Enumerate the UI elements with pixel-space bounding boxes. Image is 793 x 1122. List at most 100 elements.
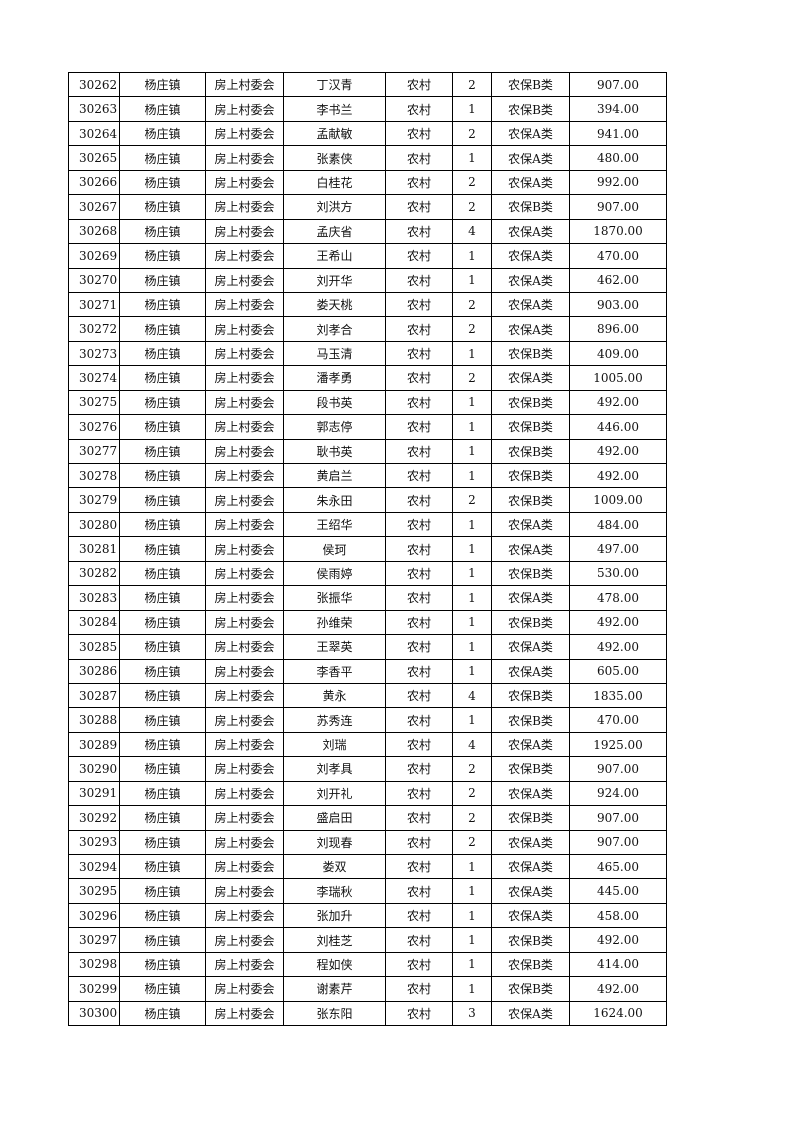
town-cell: 杨庄镇 — [119, 682, 206, 709]
record-id-cell: 30266 — [68, 169, 120, 196]
village-committee-cell: 房上村委会 — [205, 560, 284, 587]
insurance-category-cell: 农保B类 — [491, 96, 570, 122]
insurance-category-cell: 农保B类 — [491, 462, 570, 489]
insurance-category-cell: 农保B类 — [491, 389, 570, 416]
amount-cell: 465.00 — [569, 853, 667, 880]
record-id-cell: 30264 — [68, 120, 120, 147]
village-committee-cell: 房上村委会 — [205, 365, 284, 391]
town-cell: 杨庄镇 — [119, 731, 206, 758]
area-type-cell: 农村 — [385, 291, 453, 318]
household-size-cell: 1 — [452, 902, 492, 929]
table-row: 30292 杨庄镇 房上村委会 盛启田 农村 2 农保B类 907.00 — [68, 805, 667, 831]
village-committee-cell: 房上村委会 — [205, 169, 284, 196]
insurance-category-cell: 农保B类 — [491, 71, 570, 98]
insurance-category-cell: 农保A类 — [491, 829, 570, 856]
area-type-cell: 农村 — [385, 902, 453, 929]
household-size-cell: 1 — [452, 438, 492, 465]
village-committee-cell: 房上村委会 — [205, 658, 284, 684]
table-row: 30278 杨庄镇 房上村委会 黄启兰 农村 1 农保B类 492.00 — [68, 462, 667, 489]
person-name-cell: 刘开礼 — [283, 780, 386, 807]
person-name-cell: 李书兰 — [283, 96, 386, 122]
table-row: 30296 杨庄镇 房上村委会 张加升 农村 1 农保A类 458.00 — [68, 902, 667, 929]
village-committee-cell: 房上村委会 — [205, 731, 284, 758]
household-size-cell: 1 — [452, 951, 492, 978]
village-committee-cell: 房上村委会 — [205, 805, 284, 831]
town-cell: 杨庄镇 — [119, 340, 206, 367]
table-row: 30275 杨庄镇 房上村委会 段书英 农村 1 农保B类 492.00 — [68, 389, 667, 416]
insurance-category-cell: 农保A类 — [491, 120, 570, 147]
area-type-cell: 农村 — [385, 243, 453, 269]
household-size-cell: 2 — [452, 756, 492, 782]
amount-cell: 903.00 — [569, 291, 667, 318]
insurance-category-cell: 农保A类 — [491, 780, 570, 807]
record-id-cell: 30289 — [68, 731, 120, 758]
area-type-cell: 农村 — [385, 609, 453, 636]
person-name-cell: 娄天桃 — [283, 291, 386, 318]
area-type-cell: 农村 — [385, 438, 453, 465]
record-id-cell: 30275 — [68, 389, 120, 416]
area-type-cell: 农村 — [385, 634, 453, 660]
household-size-cell: 1 — [452, 243, 492, 269]
table-row: 30280 杨庄镇 房上村委会 王绍华 农村 1 农保A类 484.00 — [68, 511, 667, 538]
insurance-category-cell: 农保B类 — [491, 560, 570, 587]
person-name-cell: 刘孝具 — [283, 756, 386, 782]
village-committee-cell: 房上村委会 — [205, 780, 284, 807]
village-committee-cell: 房上村委会 — [205, 438, 284, 465]
village-committee-cell: 房上村委会 — [205, 291, 284, 318]
household-size-cell: 2 — [452, 194, 492, 220]
household-size-cell: 2 — [452, 365, 492, 391]
table-row: 30271 杨庄镇 房上村委会 娄天桃 农村 2 农保A类 903.00 — [68, 291, 667, 318]
household-size-cell: 1 — [452, 634, 492, 660]
household-size-cell: 1 — [452, 853, 492, 880]
amount-cell: 409.00 — [569, 340, 667, 367]
table-row: 30267 杨庄镇 房上村委会 刘洪方 农村 2 农保B类 907.00 — [68, 194, 667, 220]
record-id-cell: 30295 — [68, 878, 120, 904]
insurance-category-cell: 农保B类 — [491, 756, 570, 782]
record-id-cell: 30292 — [68, 805, 120, 831]
table-row: 30289 杨庄镇 房上村委会 刘瑞 农村 4 农保A类 1925.00 — [68, 731, 667, 758]
household-size-cell: 3 — [452, 1000, 492, 1027]
insurance-category-cell: 农保B类 — [491, 194, 570, 220]
town-cell: 杨庄镇 — [119, 976, 206, 1002]
village-committee-cell: 房上村委会 — [205, 536, 284, 562]
amount-cell: 492.00 — [569, 609, 667, 636]
area-type-cell: 农村 — [385, 585, 453, 611]
record-id-cell: 30276 — [68, 414, 120, 440]
person-name-cell: 李瑞秋 — [283, 878, 386, 904]
amount-cell: 445.00 — [569, 878, 667, 904]
village-committee-cell: 房上村委会 — [205, 120, 284, 147]
town-cell: 杨庄镇 — [119, 243, 206, 269]
insurance-category-cell: 农保A类 — [491, 145, 570, 171]
household-size-cell: 2 — [452, 780, 492, 807]
area-type-cell: 农村 — [385, 414, 453, 440]
town-cell: 杨庄镇 — [119, 878, 206, 904]
town-cell: 杨庄镇 — [119, 316, 206, 342]
record-id-cell: 30283 — [68, 585, 120, 611]
person-name-cell: 刘开华 — [283, 267, 386, 293]
insurance-category-cell: 农保B类 — [491, 927, 570, 953]
record-id-cell: 30272 — [68, 316, 120, 342]
town-cell: 杨庄镇 — [119, 365, 206, 391]
person-name-cell: 段书英 — [283, 389, 386, 416]
person-name-cell: 程如侠 — [283, 951, 386, 978]
record-id-cell: 30262 — [68, 71, 120, 98]
table-row: 30283 杨庄镇 房上村委会 张振华 农村 1 农保A类 478.00 — [68, 585, 667, 611]
record-id-cell: 30269 — [68, 243, 120, 269]
table-row: 30287 杨庄镇 房上村委会 黄永 农村 4 农保B类 1835.00 — [68, 682, 667, 709]
town-cell: 杨庄镇 — [119, 487, 206, 513]
amount-cell: 924.00 — [569, 780, 667, 807]
household-size-cell: 2 — [452, 805, 492, 831]
village-committee-cell: 房上村委会 — [205, 511, 284, 538]
town-cell: 杨庄镇 — [119, 1000, 206, 1027]
household-size-cell: 1 — [452, 609, 492, 636]
household-size-cell: 2 — [452, 120, 492, 147]
amount-cell: 941.00 — [569, 120, 667, 147]
area-type-cell: 农村 — [385, 267, 453, 293]
insurance-category-cell: 农保A类 — [491, 291, 570, 318]
area-type-cell: 农村 — [385, 194, 453, 220]
table-row: 30277 杨庄镇 房上村委会 耿书英 农村 1 农保B类 492.00 — [68, 438, 667, 465]
person-name-cell: 孙维荣 — [283, 609, 386, 636]
village-committee-cell: 房上村委会 — [205, 927, 284, 953]
amount-cell: 1870.00 — [569, 218, 667, 245]
town-cell: 杨庄镇 — [119, 658, 206, 684]
